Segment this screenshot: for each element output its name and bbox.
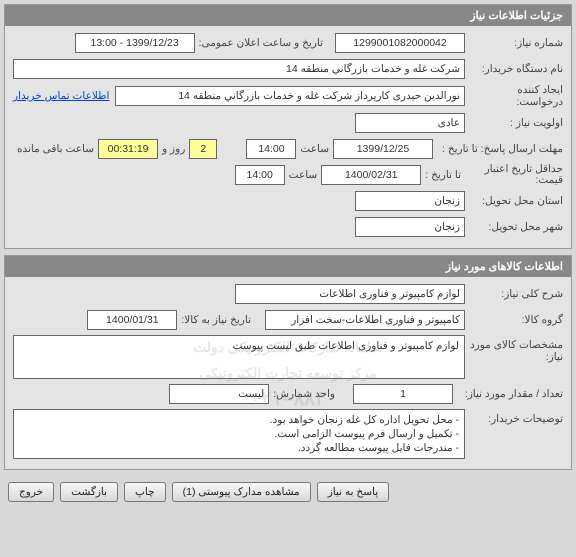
label-qty: تعداد / مقدار مورد نیاز: [453, 388, 563, 400]
attachments-button[interactable]: مشاهده مدارک پیوستی (1) [172, 482, 311, 502]
field-city: زنجان [355, 217, 465, 237]
label-priority: اولویت نیاز : [465, 117, 563, 129]
field-time-left: 00:31:19 [98, 139, 158, 159]
field-group: کامپیوتر و فناوری اطلاعات-سخت افزار [265, 310, 465, 330]
print-button[interactable]: چاپ [124, 482, 166, 502]
label-to-date: تا تاریخ : [421, 169, 465, 181]
label-need-to: تاریخ نیاز به کالا: [177, 314, 255, 326]
need-info-header: جزئیات اطلاعات نیاز [5, 5, 571, 26]
label-city: شهر محل تحویل: [465, 221, 563, 233]
field-spec: لوازم کامپیوتر و فناوری اطلاعات طبق لیست… [13, 335, 465, 379]
field-valid-time: 14:00 [235, 165, 285, 185]
field-unit: لیست [169, 384, 269, 404]
label-unit: واحد شمارش: [269, 388, 339, 400]
field-province: زنجان [355, 191, 465, 211]
label-overall: شرح کلی نیاز: [465, 288, 563, 300]
field-need-no: 1299001082000042 [335, 33, 465, 53]
label-time-1: ساعت [296, 143, 333, 155]
field-deadline-date: 1399/12/25 [333, 139, 433, 159]
label-creator: ایجاد کننده درخواست: [465, 84, 563, 108]
field-creator: نورالدین حیدری کارپرداز شركت غله و خدمات… [115, 86, 465, 106]
label-announce: تاریخ و ساعت اعلان عمومی: [195, 37, 327, 49]
goods-body: سامانه تدارکات الکترونیکی دولت مرکز توسع… [5, 277, 571, 469]
label-buyer-notes: توضیحات خریدار: [465, 409, 563, 425]
label-province: استان محل تحویل: [465, 195, 563, 207]
label-need-no: شماره نیاز: [465, 37, 563, 49]
field-deadline-time: 14:00 [246, 139, 296, 159]
field-priority: عادی [355, 113, 465, 133]
label-min-valid: حداقل تاریخ اعتبار قیمت: [465, 164, 563, 186]
label-day-remain: روز و [158, 143, 189, 155]
field-valid-date: 1400/02/31 [321, 165, 421, 185]
field-days-left: 2 [189, 139, 217, 159]
field-buyer-notes: - محل تحویل اداره کل غله زنجان خواهد بود… [13, 409, 465, 459]
field-need-to: 1400/01/31 [87, 310, 177, 330]
label-time-2: ساعت [285, 169, 322, 181]
label-time-remain: ساعت باقی مانده [13, 143, 98, 155]
field-overall: لوازم کامپیوتر و فناوری اطلاعات [235, 284, 465, 304]
button-bar: پاسخ به نیاز مشاهده مدارک پیوستی (1) چاپ… [4, 476, 572, 504]
back-button[interactable]: بازگشت [60, 482, 118, 502]
goods-panel: اطلاعات کالاهای مورد نیاز سامانه تدارکات… [4, 255, 572, 470]
field-announce: 1399/12/23 - 13:00 [75, 33, 195, 53]
exit-button[interactable]: خروج [8, 482, 54, 502]
label-spec: مشخصات کالای مورد نیاز: [465, 335, 563, 363]
label-deadline: مهلت ارسال پاسخ: تا تاریخ : [433, 143, 563, 155]
field-qty: 1 [353, 384, 453, 404]
buyer-contact-link[interactable]: اطلاعات تماس خریدار [13, 90, 109, 102]
label-buyer: نام دستگاه خریدار: [465, 63, 563, 75]
goods-header: اطلاعات کالاهای مورد نیاز [5, 256, 571, 277]
respond-button[interactable]: پاسخ به نیاز [317, 482, 389, 502]
need-info-body: شماره نیاز: 1299001082000042 تاریخ و ساع… [5, 26, 571, 248]
need-info-panel: جزئیات اطلاعات نیاز شماره نیاز: 12990010… [4, 4, 572, 249]
field-buyer: شركت غله و خدمات بازرگاني منطقه 14 [13, 59, 465, 79]
label-group: گروه کالا: [465, 314, 563, 326]
